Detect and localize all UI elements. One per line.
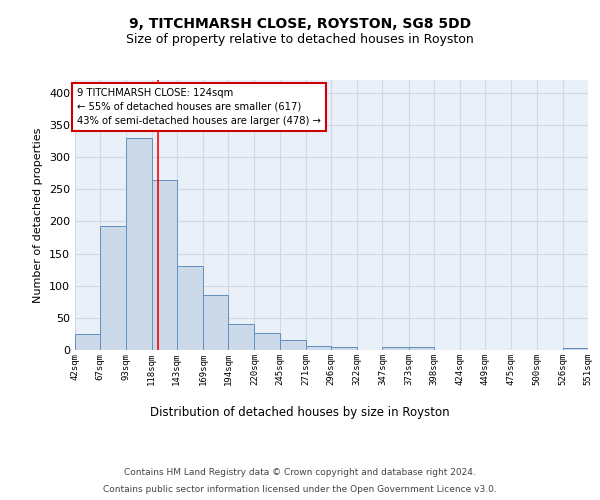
Bar [280, 340, 306, 350]
Text: Contains public sector information licensed under the Open Government Licence v3: Contains public sector information licen… [103, 486, 497, 494]
Bar [306, 346, 331, 350]
Text: Contains HM Land Registry data © Crown copyright and database right 2024.: Contains HM Land Registry data © Crown c… [124, 468, 476, 477]
Bar [177, 266, 203, 350]
Bar [382, 348, 409, 350]
Bar [331, 348, 357, 350]
Bar [228, 324, 254, 350]
Bar [254, 332, 280, 350]
Text: Size of property relative to detached houses in Royston: Size of property relative to detached ho… [126, 32, 474, 46]
Bar [409, 348, 434, 350]
Bar [127, 138, 152, 350]
Bar [152, 180, 177, 350]
Text: Distribution of detached houses by size in Royston: Distribution of detached houses by size … [150, 406, 450, 419]
Bar [75, 334, 100, 350]
Text: 9, TITCHMARSH CLOSE, ROYSTON, SG8 5DD: 9, TITCHMARSH CLOSE, ROYSTON, SG8 5DD [129, 18, 471, 32]
Bar [563, 348, 588, 350]
Y-axis label: Number of detached properties: Number of detached properties [34, 128, 43, 302]
Text: 9 TITCHMARSH CLOSE: 124sqm
← 55% of detached houses are smaller (617)
43% of sem: 9 TITCHMARSH CLOSE: 124sqm ← 55% of deta… [77, 88, 321, 126]
Bar [203, 296, 228, 350]
Bar [100, 226, 127, 350]
